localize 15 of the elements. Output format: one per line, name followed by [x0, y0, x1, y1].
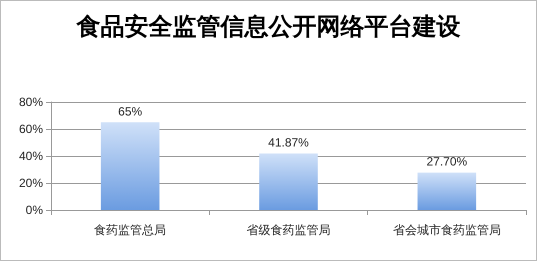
y-tick-label: 20%	[18, 176, 44, 190]
x-tick-label: 省会城市食药监管局	[392, 223, 501, 237]
y-tick-label: 40%	[18, 149, 44, 163]
bar	[259, 153, 318, 210]
bar	[100, 122, 160, 210]
y-tick-label: 0%	[26, 203, 44, 217]
chart-title: 食品安全监管信息公开网络平台建设	[76, 12, 462, 40]
x-tick-label: 食药监管总局	[94, 223, 166, 237]
x-tick-label: 省级食药监管局	[246, 223, 330, 237]
y-tick-label: 60%	[18, 122, 44, 136]
data-label: 41.87%	[268, 135, 310, 150]
data-label: 27.70%	[426, 154, 468, 169]
y-tick-label: 80%	[18, 95, 44, 109]
data-label: 65%	[118, 104, 142, 118]
bar	[418, 172, 476, 210]
